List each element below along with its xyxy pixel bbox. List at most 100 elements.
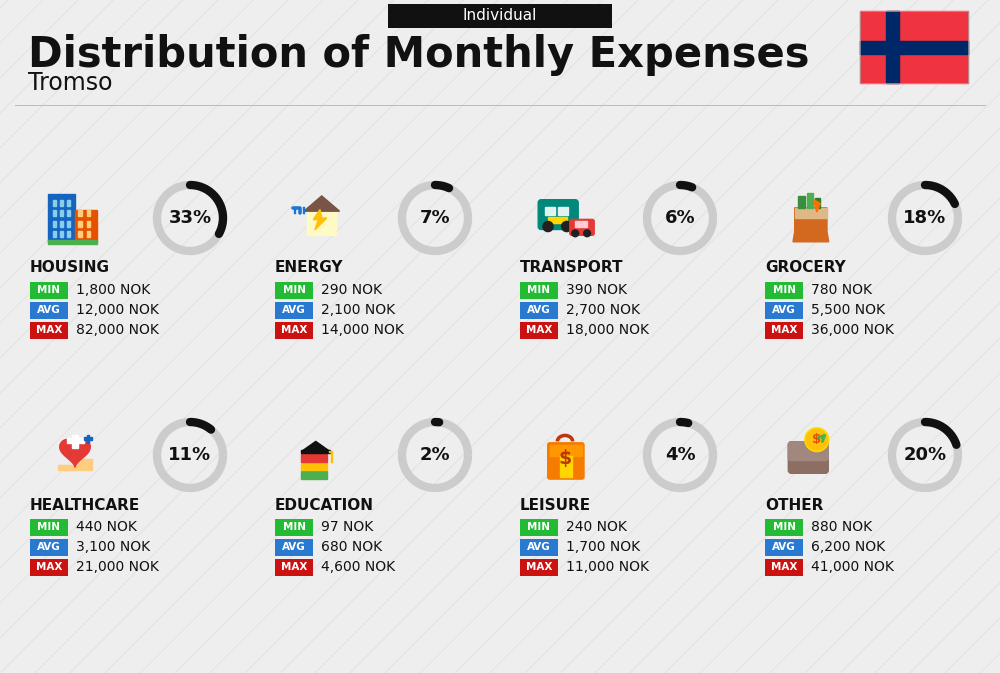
Text: 1,700 NOK: 1,700 NOK: [566, 540, 640, 554]
Text: GROCERY: GROCERY: [765, 260, 846, 275]
Bar: [301, 471, 327, 479]
Bar: [72, 435, 78, 448]
Text: 12,000 NOK: 12,000 NOK: [76, 303, 159, 317]
Polygon shape: [58, 459, 92, 470]
Text: MIN: MIN: [528, 522, 550, 532]
Text: ENERGY: ENERGY: [275, 260, 344, 275]
Text: $: $: [812, 433, 821, 446]
FancyBboxPatch shape: [275, 538, 313, 555]
FancyBboxPatch shape: [275, 518, 313, 536]
Text: 4,600 NOK: 4,600 NOK: [321, 560, 395, 574]
Text: TRANSPORT: TRANSPORT: [520, 260, 624, 275]
Text: 14,000 NOK: 14,000 NOK: [321, 323, 404, 337]
Text: 36,000 NOK: 36,000 NOK: [811, 323, 894, 337]
Bar: [84, 437, 92, 439]
Bar: [60, 200, 63, 206]
Text: Distribution of Monthly Expenses: Distribution of Monthly Expenses: [28, 34, 810, 76]
Text: 97 NOK: 97 NOK: [321, 520, 373, 534]
Text: LEISURE: LEISURE: [520, 497, 591, 513]
Bar: [48, 240, 97, 244]
Text: AVG: AVG: [527, 542, 551, 552]
Polygon shape: [304, 196, 340, 211]
Bar: [807, 192, 813, 208]
Text: 240 NOK: 240 NOK: [566, 520, 627, 534]
Text: 4%: 4%: [665, 446, 695, 464]
FancyBboxPatch shape: [30, 559, 68, 575]
Text: 11,000 NOK: 11,000 NOK: [566, 560, 649, 574]
Bar: [53, 231, 56, 237]
FancyBboxPatch shape: [765, 518, 803, 536]
FancyBboxPatch shape: [520, 518, 558, 536]
Text: AVG: AVG: [772, 542, 796, 552]
Text: OTHER: OTHER: [765, 497, 823, 513]
Text: 18,000 NOK: 18,000 NOK: [566, 323, 649, 337]
Text: MAX: MAX: [36, 325, 62, 335]
Text: 440 NOK: 440 NOK: [76, 520, 137, 534]
Text: 21,000 NOK: 21,000 NOK: [76, 560, 159, 574]
FancyBboxPatch shape: [548, 443, 584, 479]
Bar: [307, 211, 336, 235]
Bar: [60, 221, 63, 227]
Bar: [815, 198, 820, 208]
Text: 680 NOK: 680 NOK: [321, 540, 382, 554]
FancyBboxPatch shape: [765, 538, 803, 555]
FancyBboxPatch shape: [275, 322, 313, 339]
Bar: [75, 209, 97, 242]
Text: MIN: MIN: [283, 522, 306, 532]
FancyBboxPatch shape: [765, 559, 803, 575]
Text: 18%: 18%: [903, 209, 947, 227]
Text: AVG: AVG: [282, 305, 306, 315]
Bar: [66, 221, 70, 227]
Bar: [860, 40, 968, 53]
Circle shape: [562, 221, 572, 232]
FancyBboxPatch shape: [538, 200, 578, 229]
Text: MIN: MIN: [283, 285, 306, 295]
Text: AVG: AVG: [37, 305, 61, 315]
Bar: [301, 450, 330, 454]
Polygon shape: [313, 209, 327, 230]
Bar: [78, 231, 82, 237]
FancyBboxPatch shape: [275, 281, 313, 299]
Bar: [545, 207, 555, 215]
Circle shape: [572, 230, 579, 237]
FancyBboxPatch shape: [30, 322, 68, 339]
Text: HEALTHCARE: HEALTHCARE: [30, 497, 140, 513]
Circle shape: [805, 428, 829, 452]
Bar: [53, 221, 56, 227]
Bar: [560, 456, 572, 477]
Text: MIN: MIN: [38, 285, 60, 295]
Bar: [558, 207, 568, 215]
Bar: [66, 438, 84, 443]
Text: AVG: AVG: [772, 305, 796, 315]
Text: MAX: MAX: [36, 562, 62, 572]
Text: MIN: MIN: [772, 522, 796, 532]
Bar: [575, 221, 587, 227]
FancyBboxPatch shape: [520, 322, 558, 339]
Bar: [66, 200, 70, 206]
Bar: [48, 194, 75, 242]
Bar: [548, 217, 567, 223]
Text: AVG: AVG: [282, 542, 306, 552]
Text: MAX: MAX: [771, 325, 797, 335]
FancyBboxPatch shape: [30, 281, 68, 299]
Bar: [53, 200, 56, 206]
Bar: [87, 231, 90, 237]
Text: MIN: MIN: [772, 285, 796, 295]
Text: Individual: Individual: [463, 9, 537, 24]
Text: MAX: MAX: [281, 325, 307, 335]
Polygon shape: [60, 439, 90, 467]
Bar: [860, 11, 968, 83]
Bar: [301, 462, 327, 470]
Bar: [53, 211, 56, 216]
Text: 290 NOK: 290 NOK: [321, 283, 382, 297]
Text: MIN: MIN: [38, 522, 60, 532]
Bar: [795, 208, 827, 218]
Text: 6%: 6%: [665, 209, 695, 227]
Text: 7%: 7%: [420, 209, 450, 227]
Bar: [87, 211, 90, 216]
FancyBboxPatch shape: [388, 4, 612, 28]
Text: 3,100 NOK: 3,100 NOK: [76, 540, 150, 554]
FancyBboxPatch shape: [765, 322, 803, 339]
FancyBboxPatch shape: [520, 559, 558, 575]
Text: MIN: MIN: [528, 285, 550, 295]
